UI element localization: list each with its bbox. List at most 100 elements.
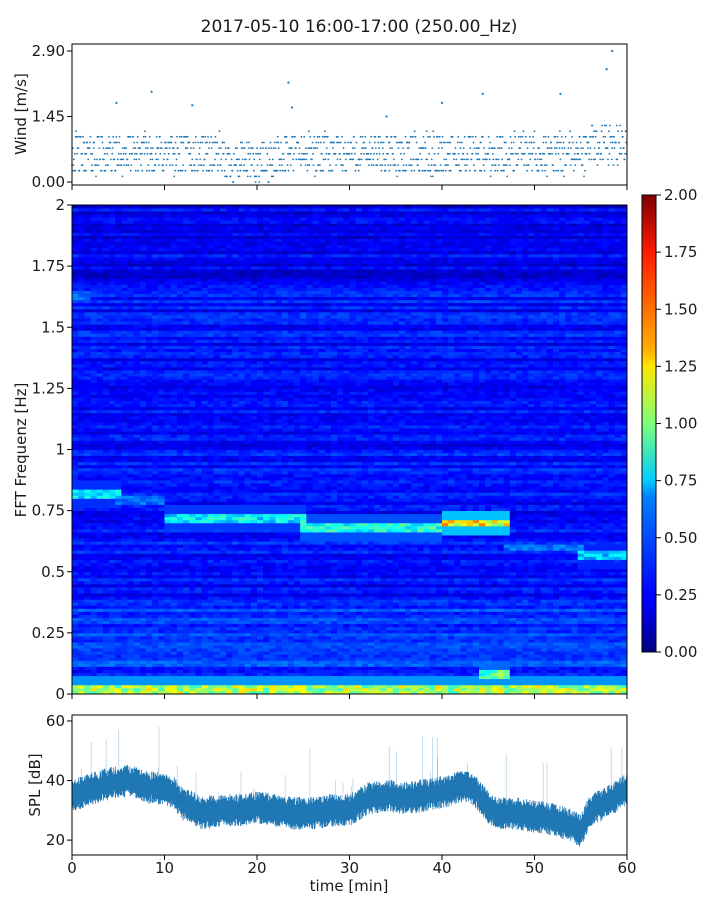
spectrogram-cell xyxy=(84,315,91,319)
spectrogram-cell xyxy=(115,229,122,233)
spectrogram-cell xyxy=(84,382,91,386)
spectrogram-cell xyxy=(146,620,153,625)
spectrogram-cell xyxy=(146,336,153,340)
spectrogram-cell xyxy=(146,596,153,600)
spectrogram-cell xyxy=(90,434,98,438)
spectrogram-cell xyxy=(213,568,221,573)
spectrogram-cell xyxy=(189,477,196,481)
wind-point xyxy=(492,158,495,161)
wind-point xyxy=(397,147,400,150)
spectrogram-cell xyxy=(195,406,202,411)
spectrogram-cell xyxy=(201,507,209,512)
spectrogram-cell xyxy=(96,342,104,346)
spectrogram-cell xyxy=(72,373,79,377)
wind-point xyxy=(437,147,440,150)
spectrogram-cell xyxy=(146,666,153,670)
spectrogram-cell xyxy=(201,425,209,429)
spectrogram-cell xyxy=(84,620,91,625)
spectrogram-cell xyxy=(152,513,159,518)
spectrogram-cell xyxy=(170,226,178,230)
spectrogram-cell xyxy=(115,244,122,249)
spectrogram-cell xyxy=(164,483,172,487)
spectrogram-cell xyxy=(133,394,141,398)
spectrogram-cell xyxy=(170,418,178,423)
spectrogram-cell xyxy=(115,574,122,579)
spectrogram-cell xyxy=(183,577,190,582)
spectrogram-cell xyxy=(102,571,110,576)
spectrogram-cell xyxy=(176,550,184,554)
spectrogram-cell xyxy=(170,492,178,496)
spectrogram-cell xyxy=(201,623,209,628)
wind-point xyxy=(134,147,137,150)
spectrogram-cell xyxy=(164,266,172,270)
spectrogram-cell xyxy=(139,318,147,322)
spectrogram-cell xyxy=(158,449,165,453)
spectrogram-cell xyxy=(109,678,116,683)
wind-point xyxy=(105,147,108,150)
spectrogram-cell xyxy=(201,437,209,441)
spectrogram-cell xyxy=(96,333,104,337)
spectrogram-cell xyxy=(176,348,184,353)
spectrogram-cell xyxy=(127,205,135,209)
spectrogram-cell xyxy=(139,577,147,582)
spectrogram-cell xyxy=(139,263,147,267)
spectrogram-cell xyxy=(102,256,110,261)
spectrogram-cell xyxy=(96,336,104,340)
spectrogram-cell xyxy=(158,324,165,328)
wind-point xyxy=(622,147,625,150)
spectrogram-cell xyxy=(84,345,91,350)
spectrogram-cell xyxy=(78,238,85,243)
spectrogram-cell xyxy=(213,687,221,692)
wind-point xyxy=(101,141,104,144)
spectrogram-cell xyxy=(146,501,153,505)
spectrogram-cell xyxy=(189,687,196,692)
spectrogram-cell xyxy=(170,547,178,551)
spectrogram-cell xyxy=(201,409,209,414)
spectrogram-cell xyxy=(158,388,165,392)
wind-point xyxy=(394,164,397,167)
spectrogram-cell xyxy=(201,571,209,576)
spectrogram-cell xyxy=(90,583,98,588)
spectrogram-cell xyxy=(176,330,184,334)
spectrogram-cell xyxy=(195,272,202,276)
wind-point xyxy=(367,158,369,161)
spectrogram-cell xyxy=(195,638,202,643)
spectrogram-cell xyxy=(84,596,91,600)
spectrogram-cell xyxy=(158,495,165,499)
spectrogram-cell xyxy=(90,480,98,484)
spectrogram-cell xyxy=(195,452,202,457)
spectrogram-cell xyxy=(72,428,79,432)
spectrogram-cell xyxy=(121,339,128,343)
wind-point xyxy=(440,141,443,144)
spectrogram-cell xyxy=(133,238,141,243)
wind-point xyxy=(491,147,494,150)
wind-point xyxy=(243,164,246,167)
spectrogram-cell xyxy=(152,638,159,643)
spectrogram-cell xyxy=(72,263,79,267)
spectrogram-cell xyxy=(183,345,190,350)
wind-point xyxy=(543,152,546,155)
spectrogram-cell xyxy=(133,461,141,466)
spectrogram-cell xyxy=(152,400,159,405)
spectrogram-cell xyxy=(78,293,85,298)
wind-point xyxy=(98,147,101,150)
spectrogram-cell xyxy=(207,605,215,609)
spectrogram-cell xyxy=(195,669,202,674)
spectrogram-cell xyxy=(213,421,221,426)
spectrogram-cell xyxy=(189,412,196,417)
wind-point xyxy=(85,152,88,155)
wind-point xyxy=(77,135,79,138)
spectrogram-cell xyxy=(109,443,116,447)
spectrogram-cell xyxy=(207,657,215,661)
spectrogram-cell xyxy=(96,605,104,609)
wind-point xyxy=(83,169,85,172)
spectrogram-cell xyxy=(146,461,153,466)
spectrogram-cell xyxy=(189,339,196,343)
spectrogram-cell xyxy=(207,623,215,628)
wind-point xyxy=(359,164,361,167)
spectrogram-cell xyxy=(102,406,110,411)
spectrogram-cell xyxy=(201,654,209,658)
spectrogram-cell xyxy=(183,211,190,215)
spectrogram-cell xyxy=(115,363,122,368)
spectrogram-cell xyxy=(207,681,215,686)
